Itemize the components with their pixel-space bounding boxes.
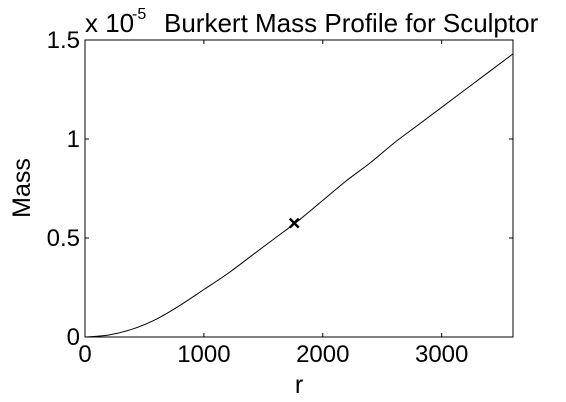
y-tick-label: 0.5 [47,225,80,252]
plot-area [84,39,514,338]
y-tick-label: 1 [67,126,80,153]
y-tick-label: 1.5 [47,27,80,54]
y-axis-ticks: 0 0.5 1 1.5 [47,27,513,351]
chart-title: Burkert Mass Profile for Sculptor [164,8,539,38]
x-axis-ticks: 0 1000 2000 3000 [78,40,468,368]
y-tick-label: 0 [67,324,80,351]
marker-stroke [288,217,300,229]
x-tick-label: 0 [78,341,91,368]
marker-point [288,217,300,229]
y-axis-label: Mass [8,158,36,218]
x-tick-label: 1000 [177,341,230,368]
x-tick-label: 3000 [415,341,468,368]
y-scale-prefix: x 10 [85,8,134,38]
x-axis-label: r [295,371,303,399]
x-tick-label: 2000 [296,341,349,368]
mass-profile-line [84,53,514,338]
y-scale-exponent: -5 [132,6,146,23]
